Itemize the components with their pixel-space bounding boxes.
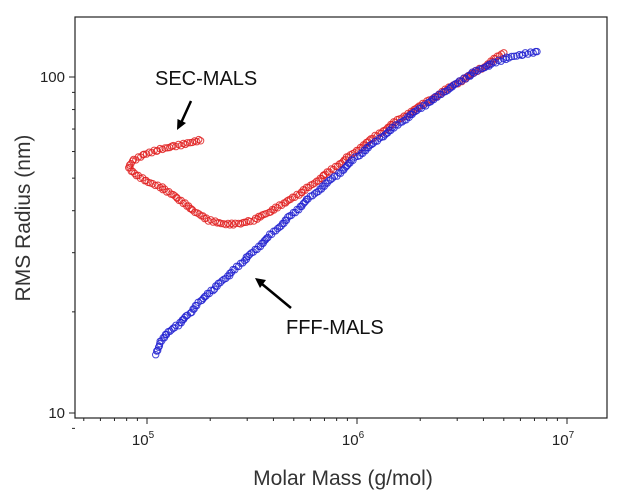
data-point: [151, 181, 159, 190]
data-point: [217, 219, 225, 228]
data-point: [231, 219, 239, 228]
data-point: [193, 301, 201, 310]
data-point: [278, 201, 286, 210]
data-point: [351, 153, 359, 161]
data-point: [398, 118, 406, 126]
data-point: [154, 346, 162, 355]
data-point: [328, 174, 337, 182]
data-point: [188, 138, 197, 147]
x-axis-title: Molar Mass (g/mol): [253, 467, 433, 490]
data-point: [369, 139, 377, 147]
data-point: [242, 218, 251, 226]
data-point: [158, 183, 167, 191]
data-point: [179, 139, 188, 148]
data-point: [507, 52, 516, 61]
data-point: [262, 210, 270, 218]
data-point: [195, 135, 203, 144]
data-point: [299, 200, 307, 208]
data-point: [474, 67, 482, 75]
data-point: [413, 106, 421, 115]
data-point: [321, 170, 329, 179]
data-point: [142, 176, 150, 185]
data-point: [171, 192, 179, 200]
sec-mals-arrowhead: [177, 119, 186, 130]
sec-mals-arrow: [179, 100, 193, 124]
series-1: [152, 47, 541, 359]
data-point: [150, 146, 158, 155]
data-point: [207, 216, 215, 224]
data-point: [453, 79, 462, 87]
data-point: [497, 57, 505, 65]
data-point: [510, 52, 518, 60]
data-point: [246, 217, 254, 226]
data-point: [131, 169, 139, 178]
data-point: [450, 81, 458, 89]
fff-mals-arrow: [261, 283, 292, 309]
data-point: [245, 250, 254, 259]
sec-mals-annotation: SEC-MALS: [155, 68, 257, 90]
data-point: [142, 150, 151, 158]
data-point: [492, 59, 500, 67]
y-tick-label: 10: [48, 405, 65, 422]
data-point: [284, 213, 292, 221]
data-point: [311, 179, 319, 187]
data-point: [148, 149, 156, 157]
data-point: [272, 227, 280, 235]
plot-frame: [74, 16, 608, 419]
data-point: [183, 139, 192, 147]
x-tick-label: 106: [342, 430, 365, 449]
x-tick-label: 107: [552, 430, 575, 449]
y-axis-title: RMS Radius (nm): [12, 135, 35, 302]
data-point: [166, 143, 174, 152]
data-point: [154, 181, 162, 189]
data-point: [341, 164, 349, 172]
data-point: [195, 210, 203, 218]
data-point: [173, 194, 181, 202]
data-point: [226, 221, 234, 229]
data-point: [229, 221, 238, 229]
data-point: [224, 219, 232, 228]
data-point: [129, 167, 137, 176]
data-point: [127, 160, 135, 168]
data-point: [310, 190, 319, 198]
data-point: [218, 277, 226, 285]
data-point: [190, 137, 199, 145]
data-point: [286, 195, 295, 203]
data-point: [519, 51, 527, 59]
data-point: [222, 274, 230, 283]
data-point: [139, 151, 147, 159]
data-point: [152, 351, 160, 359]
data-point: [283, 197, 291, 205]
x-tick-label: 105: [132, 430, 155, 449]
data-point: [487, 60, 495, 68]
fff-mals-arrowhead: [255, 278, 266, 288]
data-point: [239, 259, 247, 267]
data-point: [533, 47, 541, 56]
data-point: [261, 236, 270, 244]
series-layer: [125, 47, 541, 359]
data-point: [163, 144, 172, 152]
data-point: [197, 297, 205, 305]
ticks-layer: 105 106 107 10 100: [40, 69, 575, 449]
fff-mals-annotation: FFF-MALS: [286, 317, 384, 339]
data-point: [168, 142, 176, 151]
y-tick-label: 100: [40, 69, 65, 86]
